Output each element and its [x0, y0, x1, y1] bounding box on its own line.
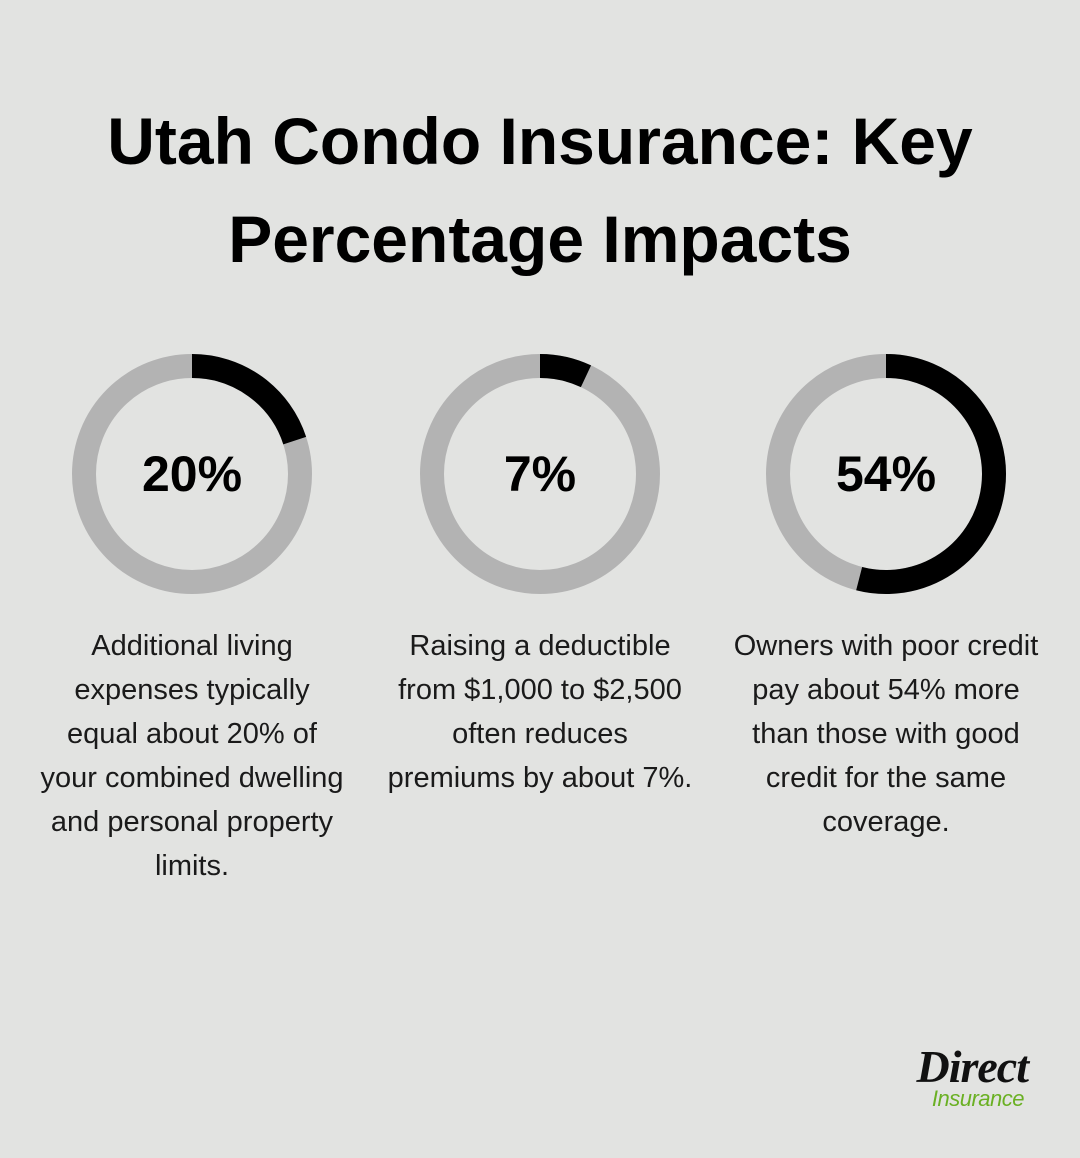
caption: Owners with poor credit pay about 54% mo… — [733, 630, 1039, 838]
donut-charts: 20% 7% 54% — [72, 354, 1006, 594]
logo-tagline: Insurance — [931, 1086, 1025, 1111]
donut-arc — [856, 354, 1006, 594]
value-label: 20% — [142, 446, 242, 502]
caption: Additional living expenses typically equ… — [40, 630, 344, 882]
donut-arc — [191, 354, 307, 445]
donut-arc — [539, 354, 592, 388]
title: Utah Condo Insurance: Key Percentage Imp… — [107, 104, 973, 276]
value-label: 54% — [836, 446, 936, 502]
value-label: 7% — [504, 446, 576, 502]
logo-name: Direct — [916, 1041, 1029, 1092]
caption: Raising a deductible from $1,000 to $2,5… — [387, 630, 693, 794]
